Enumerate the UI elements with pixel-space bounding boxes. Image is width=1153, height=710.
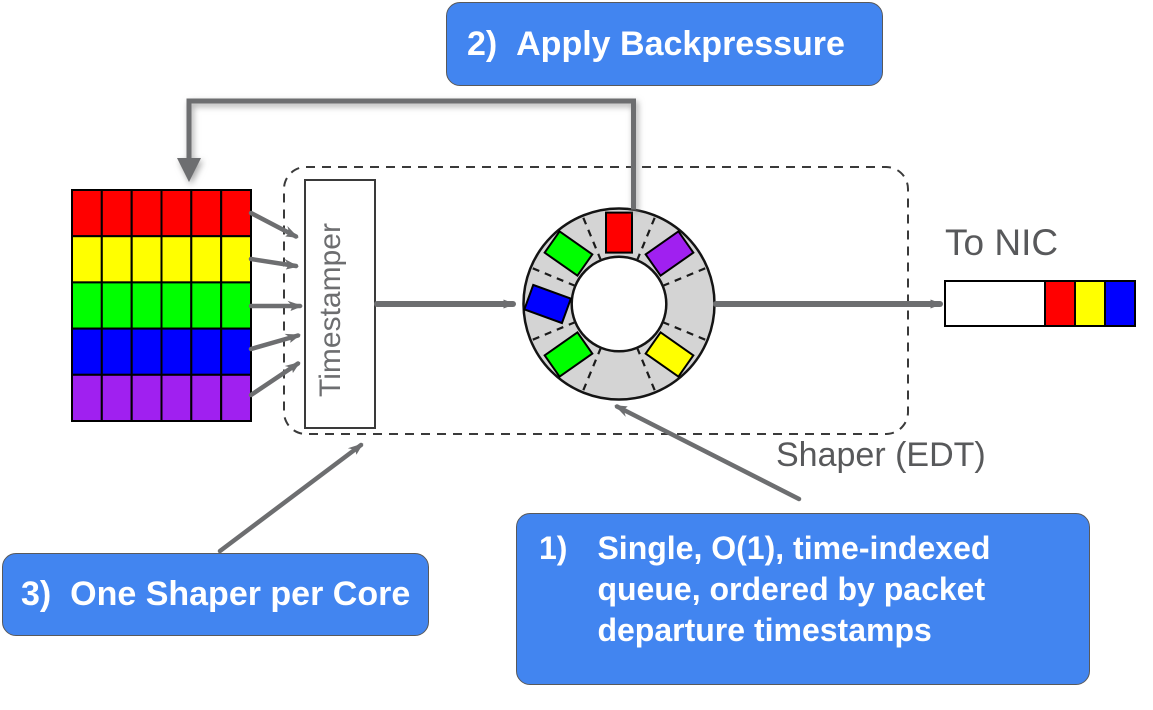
svg-text:Shaper (EDT): Shaper (EDT) <box>776 436 986 474</box>
svg-text:To NIC: To NIC <box>945 222 1058 263</box>
svg-text:Timestamper: Timestamper <box>314 223 347 397</box>
